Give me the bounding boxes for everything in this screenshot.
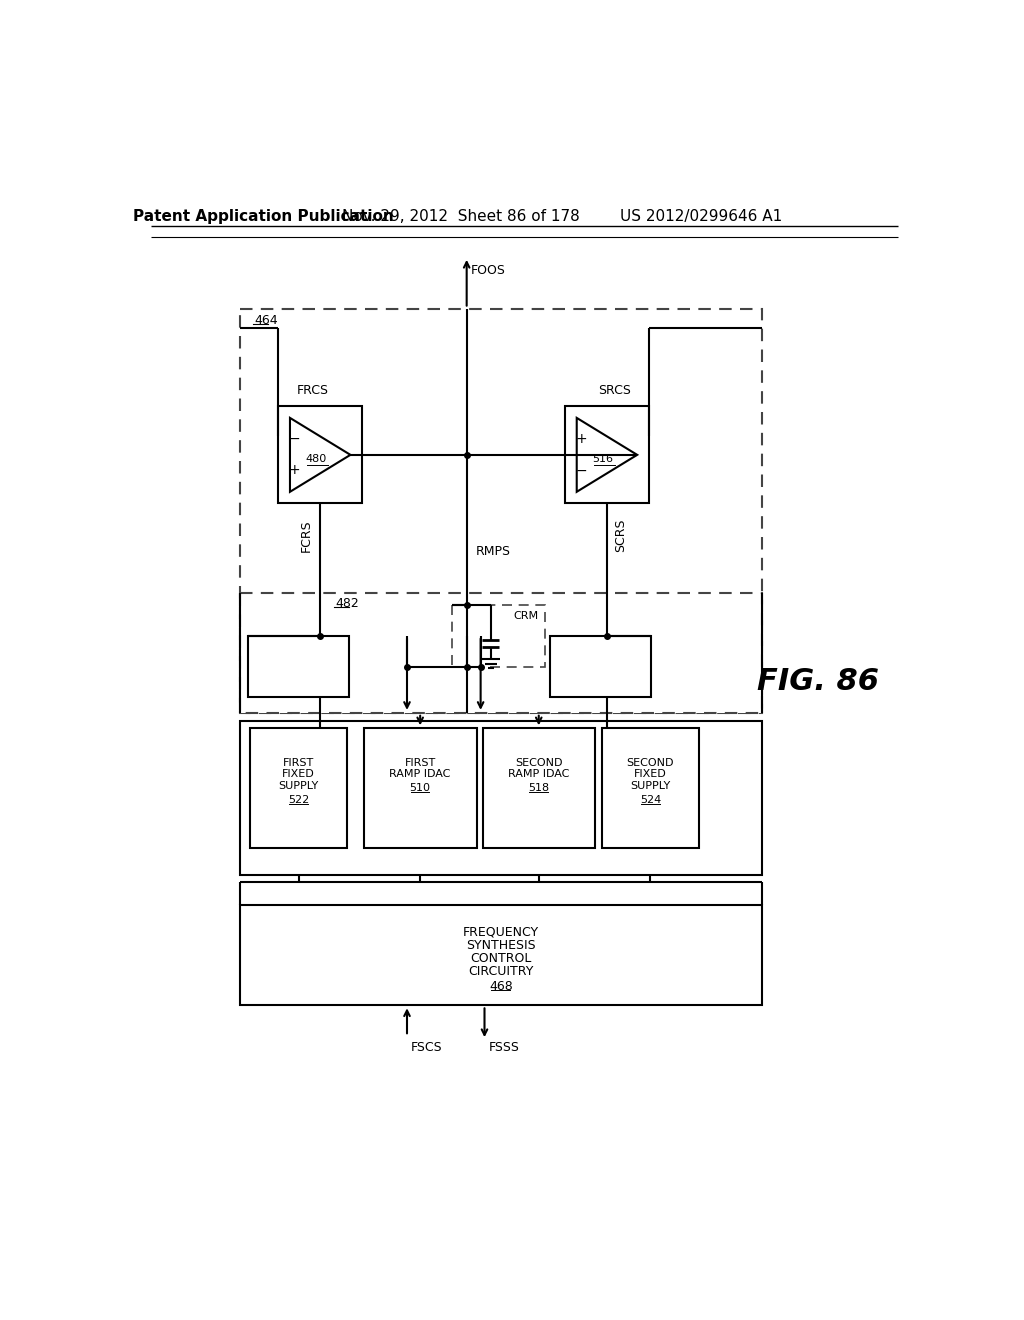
Text: −: −: [575, 463, 587, 478]
Text: FCRS: FCRS: [300, 519, 312, 552]
Text: FIRST: FIRST: [283, 758, 314, 768]
Text: SRCS: SRCS: [598, 384, 631, 397]
Bar: [248, 636, 349, 697]
Text: CIRCUITRY: CIRCUITRY: [468, 965, 534, 978]
Text: SUPPLY: SUPPLY: [279, 781, 318, 791]
Text: US 2012/0299646 A1: US 2012/0299646 A1: [621, 209, 782, 223]
Text: RAMP IDAC: RAMP IDAC: [508, 770, 569, 779]
Text: 468: 468: [488, 979, 513, 993]
Text: +: +: [575, 433, 587, 446]
Bar: [602, 729, 699, 847]
Text: 522: 522: [288, 795, 309, 805]
Bar: [483, 729, 595, 847]
Bar: [565, 407, 649, 503]
Text: RMPS: RMPS: [476, 545, 511, 557]
Text: FRCS: FRCS: [297, 384, 329, 397]
Text: Nov. 29, 2012  Sheet 86 of 178: Nov. 29, 2012 Sheet 86 of 178: [342, 209, 581, 223]
Text: 518: 518: [528, 783, 549, 793]
Text: FREQUENCY: FREQUENCY: [463, 925, 539, 939]
Text: SYNTHESIS: SYNTHESIS: [466, 939, 536, 952]
Text: CRM: CRM: [513, 611, 539, 620]
Text: RAMP IDAC: RAMP IDAC: [389, 770, 451, 779]
Text: FSCS: FSCS: [411, 1041, 442, 1055]
Text: 516: 516: [593, 454, 613, 463]
Text: +: +: [289, 463, 300, 478]
Text: FIG. 86: FIG. 86: [757, 668, 879, 697]
Text: FIXED: FIXED: [634, 770, 667, 779]
Text: SUPPLY: SUPPLY: [630, 781, 671, 791]
Text: SECOND: SECOND: [515, 758, 562, 768]
Text: 524: 524: [640, 795, 660, 805]
Bar: [279, 407, 362, 503]
Bar: [241, 309, 762, 713]
Bar: [365, 729, 477, 847]
Text: 464: 464: [254, 314, 278, 326]
Text: −: −: [289, 433, 300, 446]
Text: FOOS: FOOS: [471, 264, 506, 277]
Text: 480: 480: [306, 454, 327, 463]
Bar: [241, 906, 762, 1006]
Text: CONTROL: CONTROL: [470, 952, 531, 965]
Text: 510: 510: [410, 783, 431, 793]
Text: SECOND: SECOND: [627, 758, 674, 768]
Text: 482: 482: [336, 597, 359, 610]
Text: Patent Application Publication: Patent Application Publication: [133, 209, 394, 223]
Text: FIRST: FIRST: [404, 758, 436, 768]
Text: FSSS: FSSS: [488, 1041, 519, 1055]
Bar: [241, 721, 762, 874]
Text: SCRS: SCRS: [614, 519, 628, 553]
Bar: [241, 594, 762, 713]
Bar: [550, 636, 651, 697]
Bar: [251, 729, 347, 847]
Text: FIXED: FIXED: [283, 770, 314, 779]
Bar: [452, 605, 545, 667]
